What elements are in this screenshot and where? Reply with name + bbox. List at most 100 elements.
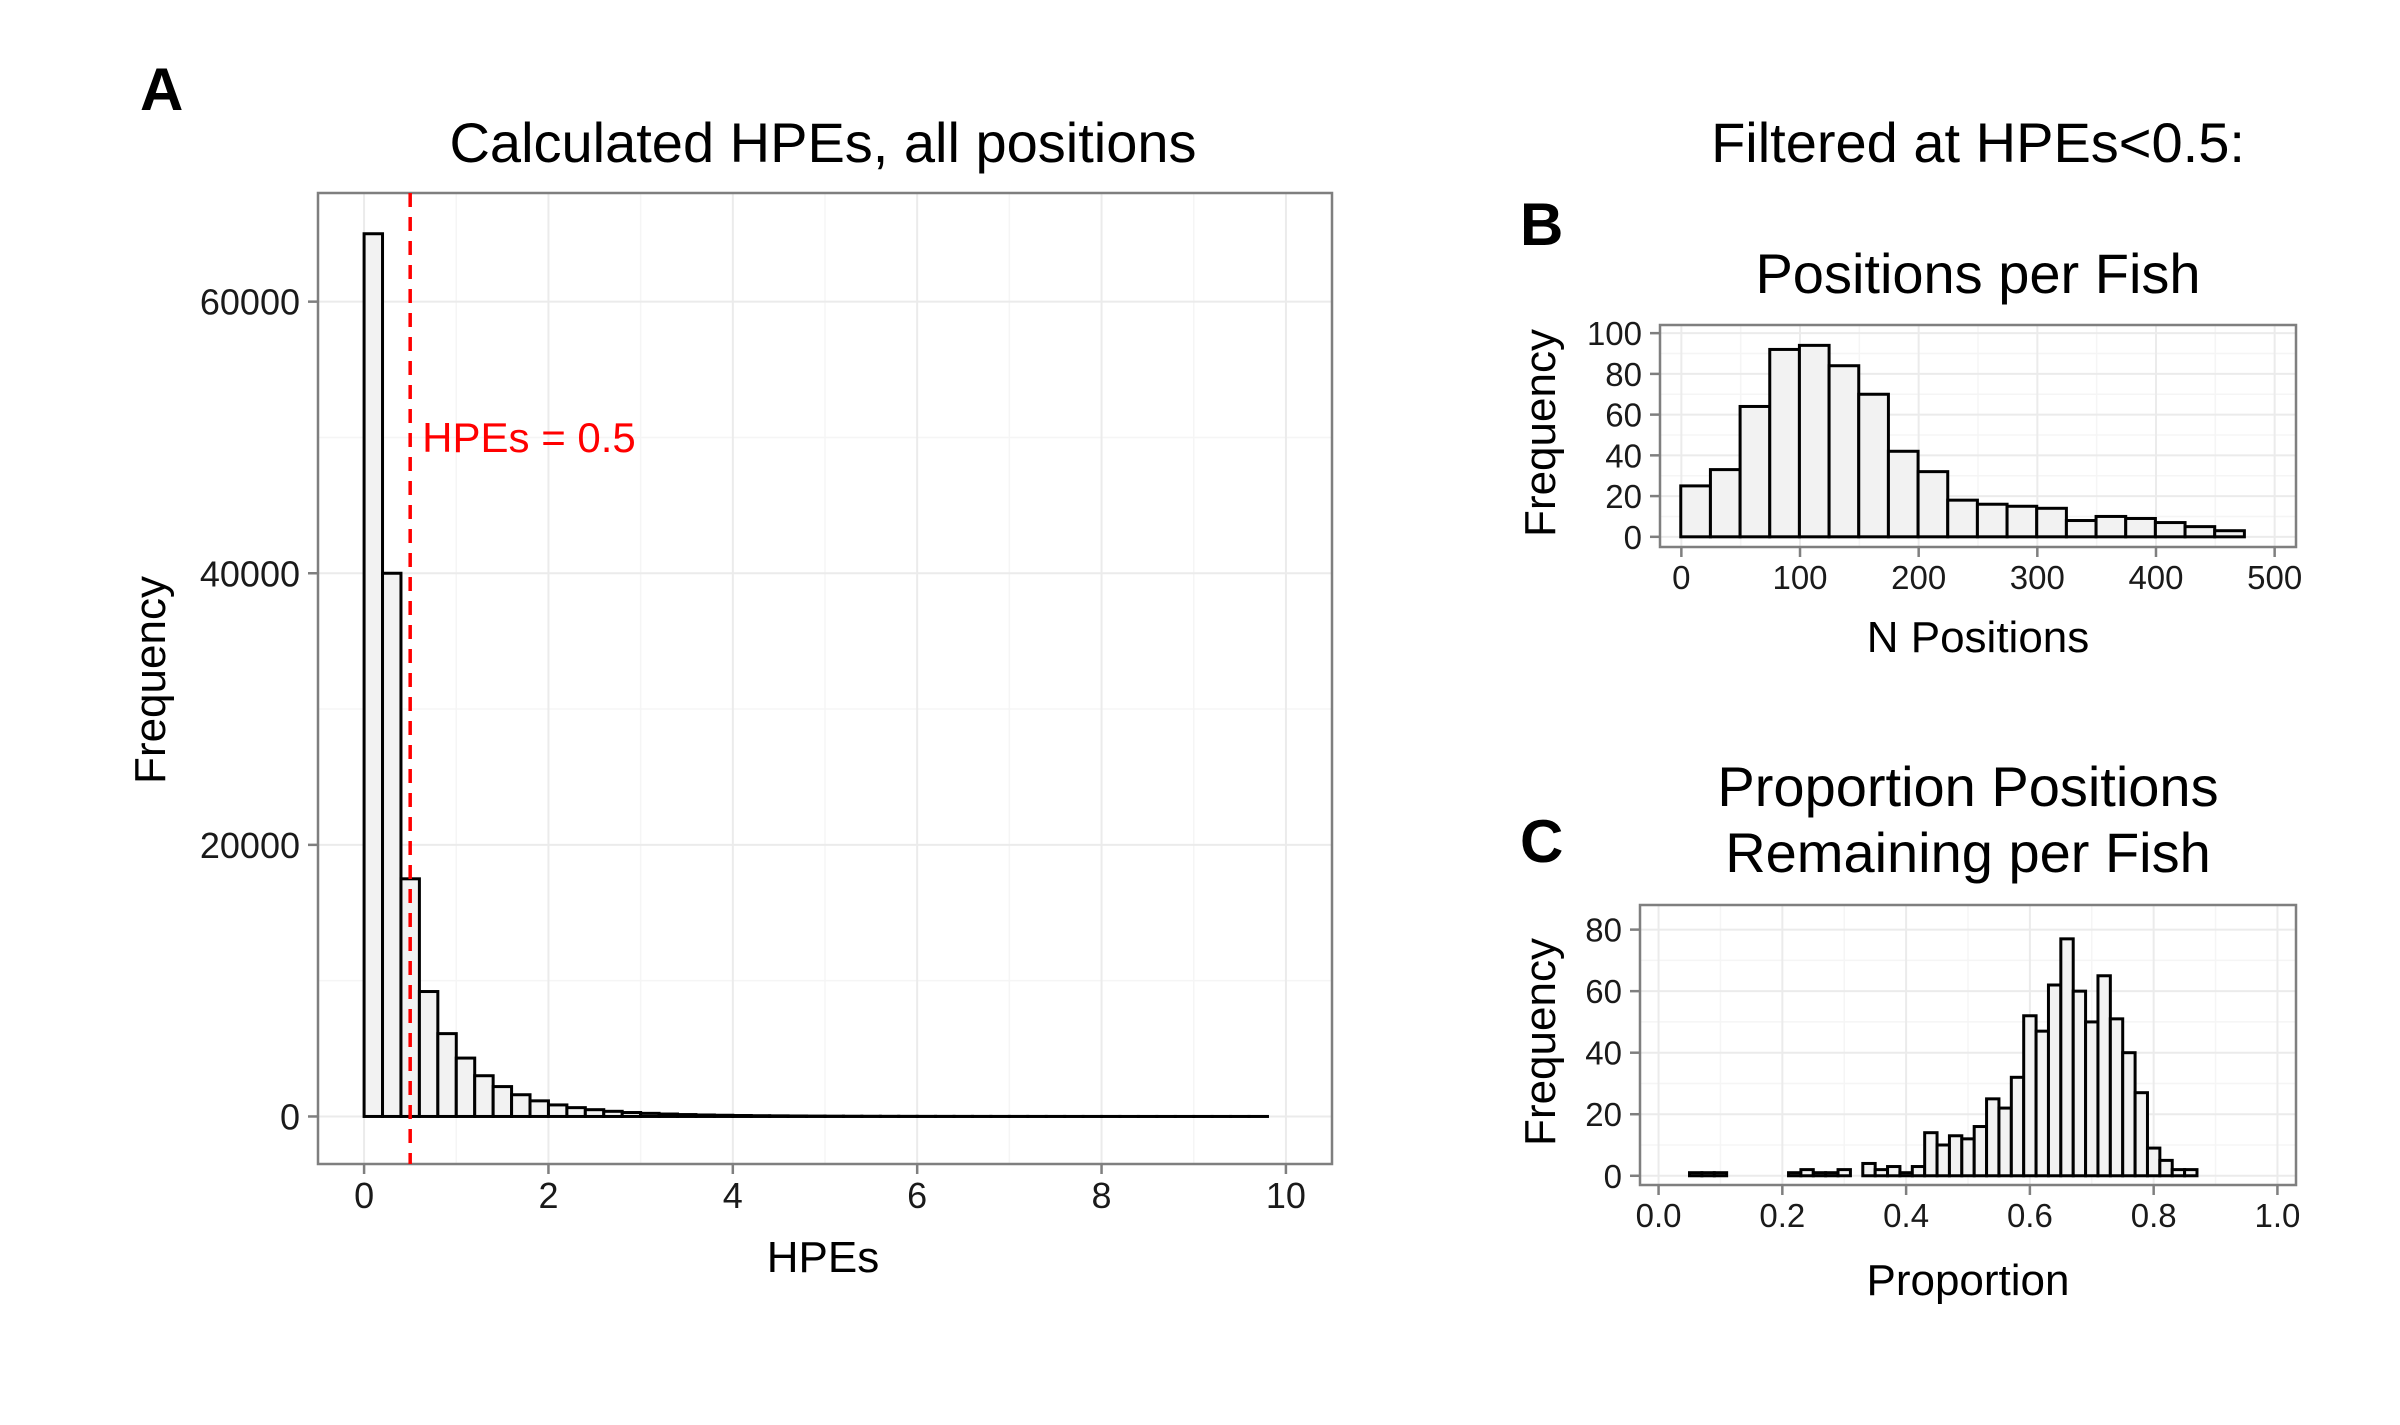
- panel-a: A Calculated HPEs, all positions HPEs Fr…: [126, 56, 1334, 1282]
- panel-c: C Proportion Positions Remaining per Fis…: [1516, 755, 2300, 1305]
- histogram-bar: [583, 1108, 606, 1118]
- histogram-bar: [1910, 1165, 1927, 1178]
- histogram-bar: [620, 1111, 643, 1118]
- y-tick-label: 20000: [200, 825, 300, 866]
- panel-c-title-line-1: Proportion Positions: [1717, 755, 2218, 818]
- histogram-bar: [1836, 1168, 1852, 1178]
- histogram-bar: [1975, 502, 2009, 539]
- histogram-bar: [2034, 1029, 2050, 1178]
- y-tick-label: 20: [1605, 478, 1642, 515]
- x-tick-label: 100: [1772, 559, 1827, 596]
- histogram-bar: [2183, 1168, 2199, 1178]
- panel-c-y-axis-title: Frequency: [1516, 938, 1565, 1146]
- x-tick-label: 0.2: [1759, 1197, 1805, 1234]
- histogram-bar: [2124, 516, 2157, 539]
- x-tick-label: 200: [1891, 559, 1946, 596]
- x-tick-label: 400: [2128, 559, 2183, 596]
- y-tick-label: 60: [1605, 397, 1642, 434]
- histogram-bar: [2071, 989, 2088, 1178]
- y-tick-label: 40: [1605, 437, 1642, 474]
- histogram-bar: [2046, 983, 2063, 1178]
- histogram-bar: [676, 1113, 698, 1118]
- histogram-bar: [1700, 1171, 1716, 1178]
- panel-b: B Positions per Fish N Positions Frequen…: [1516, 191, 2302, 662]
- histogram-bar: [362, 232, 385, 1118]
- histogram-bar: [1946, 498, 1979, 539]
- histogram-bar: [1985, 1097, 2001, 1178]
- histogram-bar: [2094, 514, 2128, 539]
- x-tick-label: 500: [2247, 559, 2302, 596]
- y-tick-label: 0: [280, 1096, 300, 1137]
- histogram-bar: [1886, 1165, 1902, 1178]
- x-tick-label: 0.6: [2007, 1197, 2053, 1234]
- panel-a-x-axis-title: HPEs: [767, 1233, 879, 1282]
- x-tick-label: 0.8: [2131, 1197, 2177, 1234]
- histogram-bar: [2121, 1051, 2137, 1178]
- histogram-bar: [2022, 1014, 2038, 1178]
- histogram-bar: [2170, 1168, 2187, 1178]
- panel-c-title-line-2: Remaining per Fish: [1725, 821, 2211, 884]
- histogram-bar: [1923, 1131, 1939, 1178]
- histogram-bar: [2213, 529, 2246, 539]
- histogram-bar: [2084, 1020, 2100, 1178]
- filter-header: Filtered at HPEs<0.5:: [1711, 111, 2245, 174]
- histogram-bar: [1935, 1143, 1951, 1178]
- histogram-bar: [1688, 1171, 1704, 1178]
- histogram-bar: [1679, 484, 1712, 539]
- x-tick-label: 0: [1672, 559, 1690, 596]
- y-tick-label: 40000: [200, 553, 300, 594]
- x-tick-label: 0: [354, 1175, 374, 1216]
- panel-c-letter: C: [1520, 808, 1563, 875]
- y-tick-label: 100: [1587, 315, 1642, 352]
- histogram-bar: [1873, 1168, 1890, 1178]
- histogram-bar: [712, 1113, 735, 1118]
- x-tick-label: 2: [538, 1175, 558, 1216]
- histogram-bar: [1861, 1161, 1877, 1178]
- histogram-bar: [1768, 347, 1801, 539]
- x-tick-label: 1.0: [2254, 1197, 2300, 1234]
- histogram-bar: [1898, 1171, 1914, 1178]
- histogram-bar: [2158, 1158, 2174, 1178]
- histogram-bar: [1824, 1171, 1840, 1178]
- x-tick-label: 0.0: [1636, 1197, 1682, 1234]
- histogram-bar: [528, 1099, 550, 1118]
- panel-c-x-axis-title: Proportion: [1866, 1256, 2069, 1305]
- panel-b-x-axis-title: N Positions: [1867, 613, 2090, 662]
- histogram-bar: [1787, 1171, 1803, 1178]
- histogram-bar: [417, 990, 440, 1118]
- histogram-bar: [1738, 404, 1772, 539]
- histogram-bar: [381, 571, 403, 1118]
- x-tick-label: 6: [907, 1175, 927, 1216]
- plot-panel-border: [1638, 903, 2298, 1187]
- histogram-bar: [731, 1114, 753, 1118]
- histogram-bar: [1916, 470, 1950, 539]
- histogram-bar: [510, 1093, 532, 1118]
- histogram-bar: [436, 1032, 458, 1118]
- histogram-bar: [1857, 392, 1890, 539]
- histogram-bar: [1827, 364, 1861, 539]
- histogram-bar: [639, 1111, 661, 1118]
- histogram-bar: [2133, 1091, 2149, 1178]
- y-tick-label: 60000: [200, 282, 300, 323]
- y-tick-label: 20: [1585, 1096, 1622, 1133]
- histogram-bar: [2145, 1146, 2162, 1178]
- histogram-bar: [2005, 504, 2039, 539]
- histogram-bar: [546, 1103, 569, 1118]
- panel-b-title: Positions per Fish: [1755, 242, 2200, 305]
- y-tick-label: 0: [1624, 519, 1642, 556]
- histogram-bar: [1947, 1134, 1964, 1178]
- x-tick-label: 300: [2010, 559, 2065, 596]
- histogram-bar: [565, 1106, 587, 1118]
- plot-panel-border: [1658, 323, 2298, 549]
- x-tick-label: 10: [1266, 1175, 1306, 1216]
- panel-c-plot-area: 0.0 0.2 0.4 0.6 0.8 1.0 0 20 40 60 80: [1585, 903, 2300, 1234]
- x-tick-label: 4: [723, 1175, 743, 1216]
- panel-a-y-axis-title: Frequency: [126, 576, 175, 784]
- panel-b-letter: B: [1520, 191, 1563, 258]
- panel-a-plot-area: 0 2 4 6 8 10 0 20000 40000 60000 HPEs = 0.5: [200, 191, 1334, 1216]
- panel-a-title: Calculated HPEs, all positions: [449, 111, 1196, 174]
- y-tick-label: 0: [1604, 1158, 1622, 1195]
- histogram-bar: [454, 1056, 477, 1118]
